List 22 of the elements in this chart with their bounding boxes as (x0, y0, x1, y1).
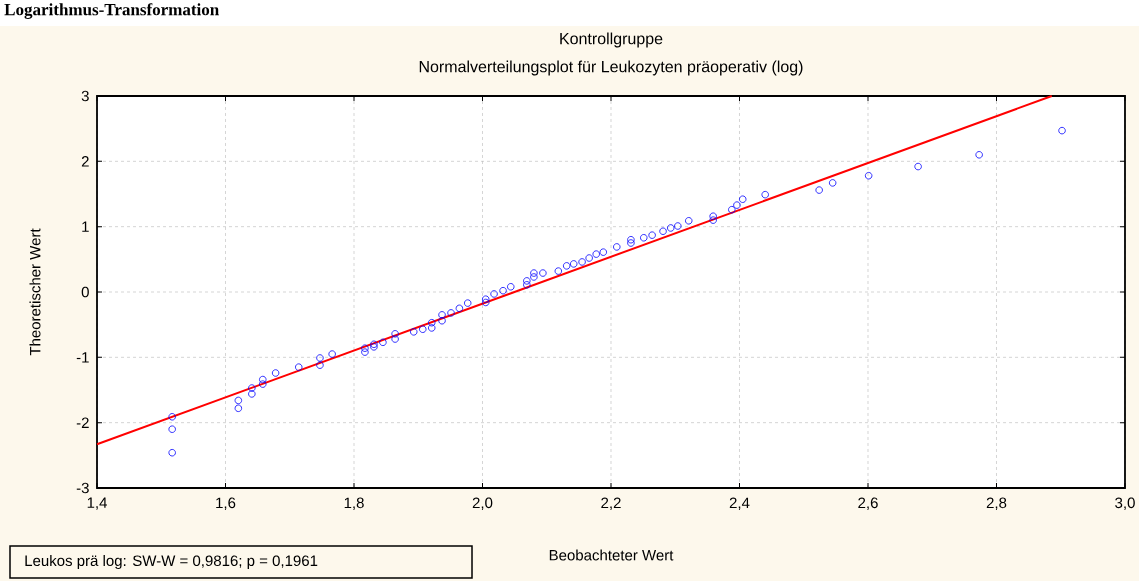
y-tick-label: 0 (81, 286, 89, 298)
x-tick-label: 2,6 (858, 497, 878, 510)
y-tick-label: -1 (76, 352, 89, 363)
y-tick-label: 3 (81, 90, 89, 102)
x-tick-label: 3,0 (1115, 497, 1135, 510)
x-tick-label: 1,6 (216, 497, 236, 510)
y-tick-label: 1 (82, 221, 89, 232)
chart-title: Kontrollgruppe (560, 32, 663, 48)
x-tick-label: 1,4 (87, 497, 107, 510)
x-tick-label: 2,0 (472, 497, 493, 510)
x-tick-label: 1,8 (344, 497, 364, 510)
x-tick-label: 2,2 (601, 497, 621, 510)
x-axis-title: Beobachteter Wert (549, 549, 674, 561)
text: Leukos prä log: SW-W = 0,9816; p = 0,1961 (25, 555, 318, 569)
y-tick-label: -2 (76, 417, 89, 428)
x-tick-label: 2,8 (986, 497, 1007, 510)
x-tick-label: 2,4 (729, 497, 750, 510)
y-tick-label: -3 (76, 482, 89, 494)
chart-subtitle: Normalverteilungsplot für Leukozyten präoperativ (log) (419, 60, 803, 76)
y-tick-label: 2 (81, 156, 89, 167)
y-axis-title: Theoretischer Wert (29, 228, 41, 356)
text: Logarithmus-Transformation (4, 3, 219, 19)
